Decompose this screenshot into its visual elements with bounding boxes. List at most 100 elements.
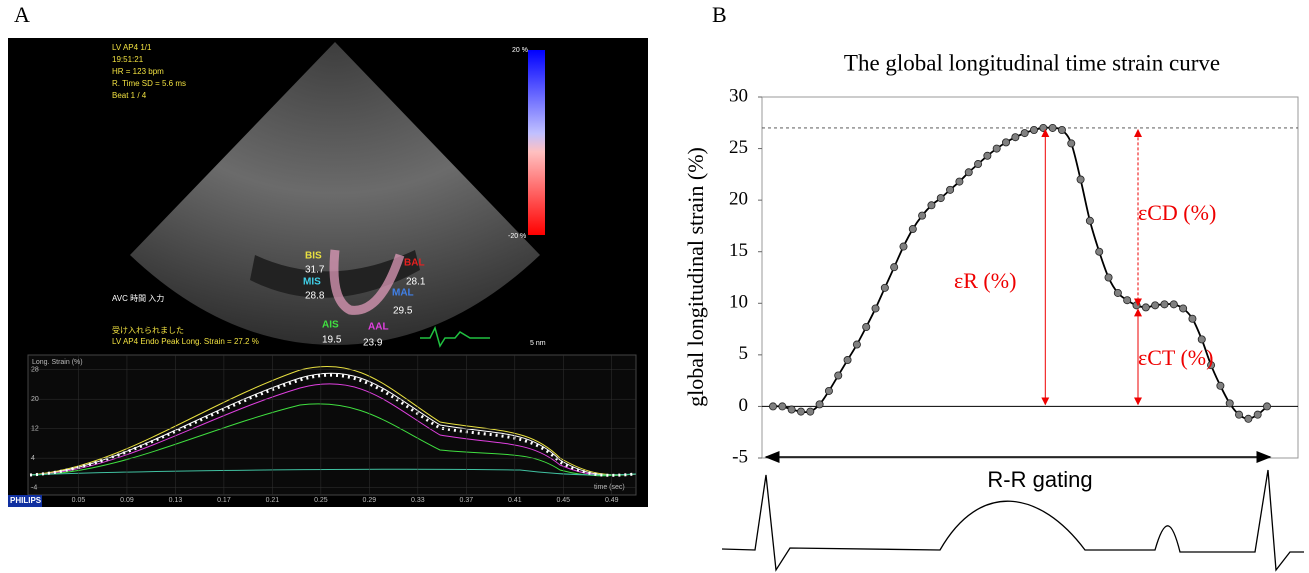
segment-value: 23.9 [363, 338, 383, 349]
data-point [1160, 300, 1169, 309]
info-text: 19:51:21 [112, 55, 144, 64]
panel-label: B [712, 2, 727, 27]
y-axis-label: global longitudinal strain (%) [683, 147, 708, 407]
y-tick-label: 28 [31, 367, 39, 374]
info-text: R. Time SD = 5.6 ms [112, 79, 186, 88]
data-point [1057, 126, 1066, 135]
y-tick-label: 10 [729, 292, 748, 313]
ecg-trace [420, 325, 490, 348]
brand-text: PHILIPS [10, 496, 42, 505]
data-point [1076, 175, 1085, 184]
data-point [871, 304, 880, 313]
data-point [1132, 301, 1141, 310]
data-point [1085, 216, 1094, 225]
y-tick-label: 5 [739, 343, 749, 364]
data-point [1253, 410, 1262, 419]
color-bar [528, 50, 545, 235]
data-point [796, 407, 805, 416]
data-point [1169, 300, 1178, 309]
data-point [1029, 126, 1038, 135]
status-text: 受け入れられました [112, 325, 184, 335]
data-point [806, 407, 815, 416]
data-point [955, 177, 964, 186]
data-point [964, 168, 973, 177]
strain-line [772, 126, 1268, 420]
strain-curve [29, 468, 637, 476]
y-tick-label: 20 [729, 189, 748, 210]
segment-value: 31.7 [305, 265, 325, 276]
x-tick-label: 0.29 [363, 497, 377, 504]
y-tick-label: 15 [729, 240, 748, 261]
data-point [1141, 303, 1150, 312]
x-tick-label: 0.13 [169, 497, 183, 504]
data-point [834, 371, 843, 380]
data-point [1244, 414, 1253, 423]
y-tick-label: 20 [31, 396, 39, 403]
data-point [1216, 381, 1225, 390]
segment-name: MIS [303, 277, 321, 288]
annotation: εR (%) [954, 268, 1016, 293]
echo-sector [130, 42, 540, 345]
segment-name: BIS [305, 251, 322, 262]
data-point [890, 263, 899, 272]
info-text: LV AP4 1/1 [112, 43, 152, 52]
y-tick-label: 4 [31, 455, 35, 462]
segment-name: BAL [404, 258, 425, 269]
x-tick-label: 0.17 [217, 497, 231, 504]
data-point [974, 160, 983, 169]
data-point [824, 386, 833, 395]
x-tick-label: 0.41 [508, 497, 522, 504]
ecg-trace [721, 469, 1304, 572]
data-point [1067, 139, 1076, 148]
peak-text: LV AP4 Endo Peak Long. Strain = 27.2 % [112, 337, 259, 346]
x-axis-label: R-R gating [987, 467, 1092, 492]
data-point [852, 340, 861, 349]
x-tick-label: 0.21 [266, 497, 280, 504]
segment-value: 29.5 [393, 306, 413, 317]
x-tick-label: 0.25 [314, 497, 328, 504]
scale-label: 20 % [512, 47, 528, 54]
strain-curve [29, 403, 637, 477]
panel-label: A [14, 2, 30, 27]
y-tick-label: -5 [732, 446, 748, 467]
data-point [927, 201, 936, 210]
y-axis-label: Long. Strain (%) [32, 359, 83, 366]
annotation: εCT (%) [1138, 345, 1213, 370]
x-axis-label: time (sec) [594, 484, 625, 491]
data-point [880, 283, 889, 292]
data-point [778, 402, 787, 411]
strain-curve [29, 383, 637, 476]
brand-badge [8, 495, 42, 507]
segment-name: MAL [392, 288, 414, 299]
data-point [769, 402, 778, 411]
strain-curve [29, 365, 637, 476]
data-point [1020, 129, 1029, 138]
data-point [1123, 296, 1132, 305]
data-point [1188, 314, 1197, 323]
data-point [815, 400, 824, 409]
data-point [1197, 335, 1206, 344]
data-point [918, 211, 927, 220]
y-tick-label: 0 [739, 395, 749, 416]
data-point [1113, 288, 1122, 297]
data-point [1048, 123, 1057, 132]
segment-value: 19.5 [322, 335, 342, 346]
data-point [1225, 399, 1234, 408]
mean-strain-curve [29, 373, 637, 477]
y-tick-label: 25 [729, 137, 748, 158]
x-tick-label: 0.37 [460, 497, 474, 504]
data-point [1263, 402, 1272, 411]
data-point [1151, 301, 1160, 310]
data-point [1179, 304, 1188, 313]
data-point [1235, 410, 1244, 419]
segment-value: 28.8 [305, 291, 325, 302]
scale-label: -20 % [508, 233, 526, 240]
x-tick-label: 0.49 [605, 497, 619, 504]
info-text: HR = 123 bpm [112, 67, 164, 76]
x-tick-label: 0.05 [72, 497, 86, 504]
segment-name: AIS [322, 320, 339, 331]
data-point [992, 144, 1001, 153]
tracking-region [329, 249, 405, 315]
data-point [1207, 361, 1216, 370]
